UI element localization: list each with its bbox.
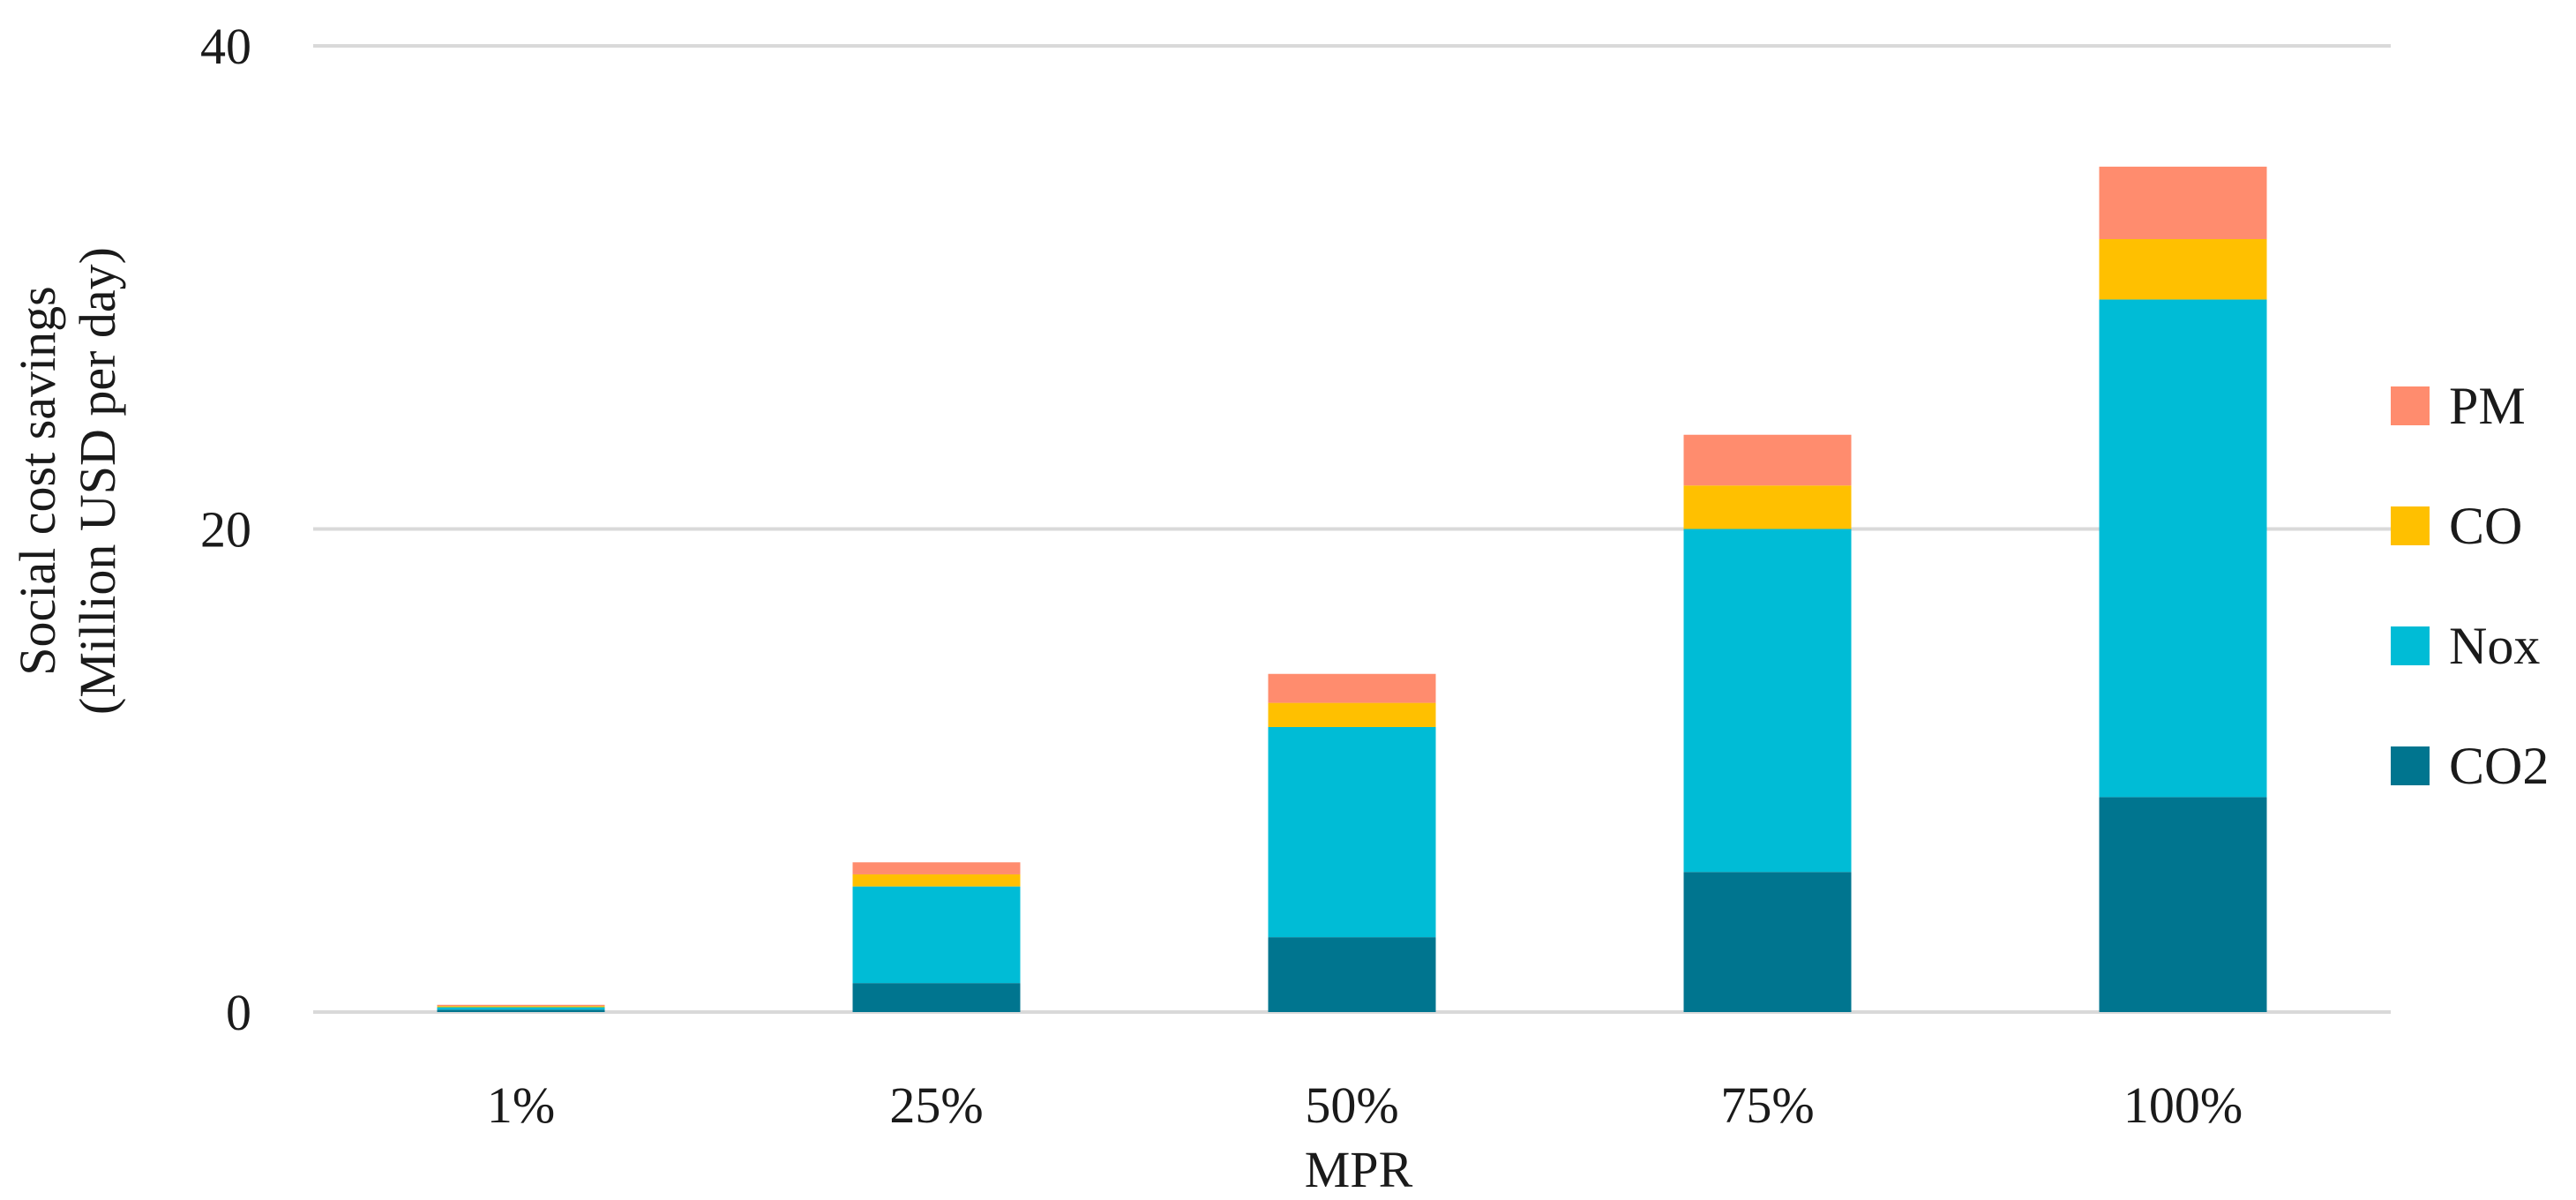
bar-segment-nox	[1268, 726, 1436, 938]
y-tick-label: 40	[200, 18, 251, 75]
legend-swatch-co2	[2391, 746, 2430, 785]
bar-segment-co	[437, 1006, 605, 1008]
bar-segment-pm	[852, 862, 1021, 874]
bar-segment-pm	[1268, 673, 1436, 703]
bar-segment-co	[2099, 239, 2267, 300]
legend-label-co: CO	[2449, 497, 2522, 555]
x-tick-labels: 1% 25% 50% 75% 100%	[487, 1076, 2243, 1134]
bar-segment-pm	[2099, 166, 2267, 239]
bar-segment-co2	[2099, 797, 2267, 1012]
y-axis-title-line-2: (Million USD per day)	[69, 247, 126, 715]
y-tick-label: 20	[200, 501, 251, 559]
x-axis-title: MPR	[1305, 1141, 1413, 1198]
bar-segment-co	[1683, 485, 1852, 529]
legend-label-nox: Nox	[2449, 617, 2540, 675]
bar-segment-co	[1268, 702, 1436, 727]
legend: PM CO Nox CO2	[2391, 377, 2549, 795]
bar-segment-pm	[437, 1004, 605, 1007]
x-tick-label: 100%	[2123, 1076, 2243, 1134]
legend-swatch-nox	[2391, 626, 2430, 665]
bar-segment-nox	[852, 886, 1021, 984]
x-tick-label: 50%	[1305, 1076, 1398, 1134]
bar-segment-co2	[1683, 872, 1852, 1012]
legend-swatch-pm	[2391, 386, 2430, 425]
bar-segment-nox	[1683, 529, 1852, 873]
bar-segment-co	[852, 874, 1021, 887]
bar-segment-pm	[1683, 434, 1852, 486]
x-tick-label: 1%	[487, 1076, 555, 1134]
bar-segment-co2	[852, 983, 1021, 1012]
y-tick-labels: 0 20 40	[200, 18, 251, 1041]
y-axis-title: Social cost savings (Million USD per day…	[9, 247, 126, 715]
legend-label-pm: PM	[2449, 377, 2526, 435]
y-axis-title-line-1: Social cost savings	[9, 286, 66, 675]
legend-label-co2: CO2	[2449, 737, 2549, 795]
bar-segment-nox	[437, 1007, 605, 1010]
bar-segment-co2	[1268, 937, 1436, 1012]
y-tick-label: 0	[226, 984, 251, 1041]
x-tick-label: 75%	[1720, 1076, 1814, 1134]
legend-swatch-co	[2391, 506, 2430, 545]
bars	[437, 166, 2267, 1012]
bar-segment-nox	[2099, 299, 2267, 798]
bar-segment-co2	[437, 1009, 605, 1012]
x-tick-label: 25%	[889, 1076, 983, 1134]
